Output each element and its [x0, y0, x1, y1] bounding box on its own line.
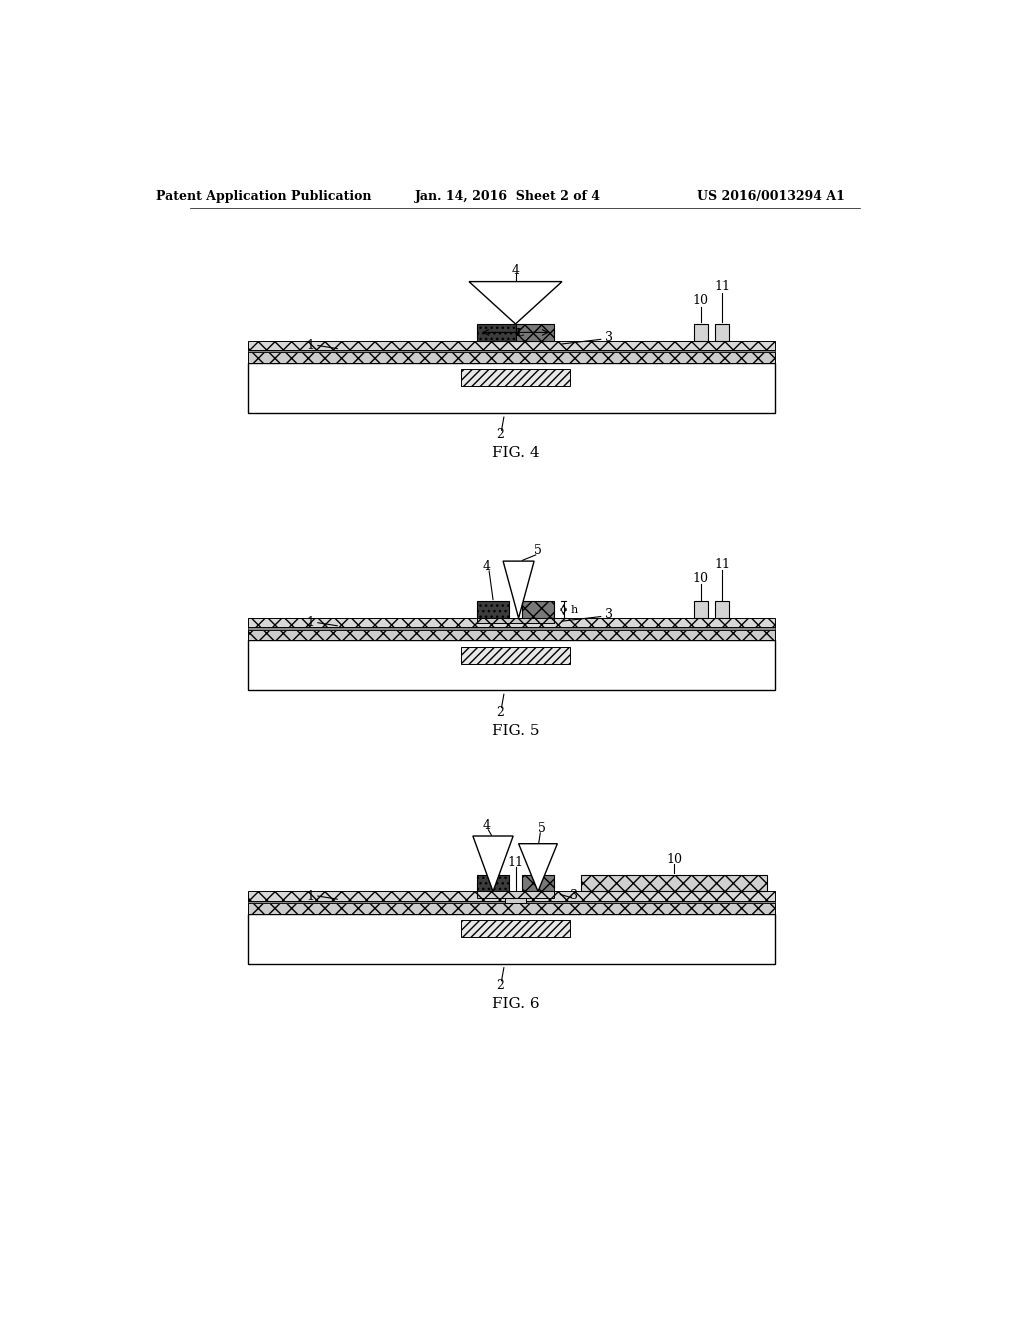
Bar	[582, 875, 767, 891]
Text: 11: 11	[508, 857, 523, 870]
Text: FIG. 5: FIG. 5	[492, 723, 540, 738]
Text: Jan. 14, 2016  Sheet 2 of 4: Jan. 14, 2016 Sheet 2 of 4	[415, 190, 601, 203]
Bar	[248, 618, 775, 627]
Bar	[477, 323, 515, 341]
Text: 10: 10	[692, 572, 709, 585]
Polygon shape	[503, 561, 535, 618]
Text: 3: 3	[604, 607, 612, 620]
Text: 3: 3	[604, 330, 612, 343]
Bar	[693, 601, 708, 618]
Text: 4: 4	[512, 264, 519, 277]
Bar	[461, 920, 569, 937]
Text: L: L	[515, 327, 523, 338]
Text: FIG. 6: FIG. 6	[492, 997, 540, 1011]
Polygon shape	[473, 836, 513, 891]
Bar	[716, 323, 729, 341]
Bar	[248, 891, 775, 900]
Text: 11: 11	[715, 557, 730, 570]
Bar	[248, 341, 775, 350]
Bar	[248, 352, 775, 363]
Bar	[248, 627, 775, 630]
Text: 5: 5	[538, 822, 546, 834]
Text: 1: 1	[306, 616, 314, 630]
Text: 1: 1	[306, 890, 314, 903]
Text: 2: 2	[496, 428, 504, 441]
Polygon shape	[518, 843, 557, 891]
Text: 10: 10	[667, 853, 682, 866]
Bar	[693, 323, 708, 341]
Text: 5: 5	[535, 544, 542, 557]
Bar	[248, 913, 775, 964]
Bar	[506, 898, 525, 903]
Text: FIG. 4: FIG. 4	[492, 446, 540, 461]
Text: 2: 2	[496, 979, 504, 991]
Text: h: h	[570, 605, 578, 615]
Bar	[248, 640, 775, 690]
Text: Patent Application Publication: Patent Application Publication	[156, 190, 372, 203]
Text: 10: 10	[692, 294, 709, 308]
Bar	[248, 630, 775, 640]
Bar	[521, 875, 554, 891]
Text: 4: 4	[483, 818, 490, 832]
Bar	[461, 370, 569, 387]
Text: 4: 4	[483, 560, 490, 573]
Bar	[477, 875, 509, 891]
Bar	[248, 350, 775, 352]
Text: 2: 2	[496, 705, 504, 718]
Text: 11: 11	[715, 280, 730, 293]
Text: 3: 3	[569, 888, 578, 902]
Text: 1: 1	[306, 339, 314, 352]
Bar	[477, 891, 554, 898]
Bar	[521, 601, 554, 618]
Bar	[248, 903, 775, 913]
Bar	[248, 363, 775, 413]
Text: US 2016/0013294 A1: US 2016/0013294 A1	[697, 190, 845, 203]
Polygon shape	[469, 281, 562, 323]
Bar	[461, 647, 569, 664]
Bar	[477, 618, 554, 623]
Bar	[477, 601, 509, 618]
Bar	[515, 323, 554, 341]
Bar	[716, 601, 729, 618]
Bar	[248, 900, 775, 903]
